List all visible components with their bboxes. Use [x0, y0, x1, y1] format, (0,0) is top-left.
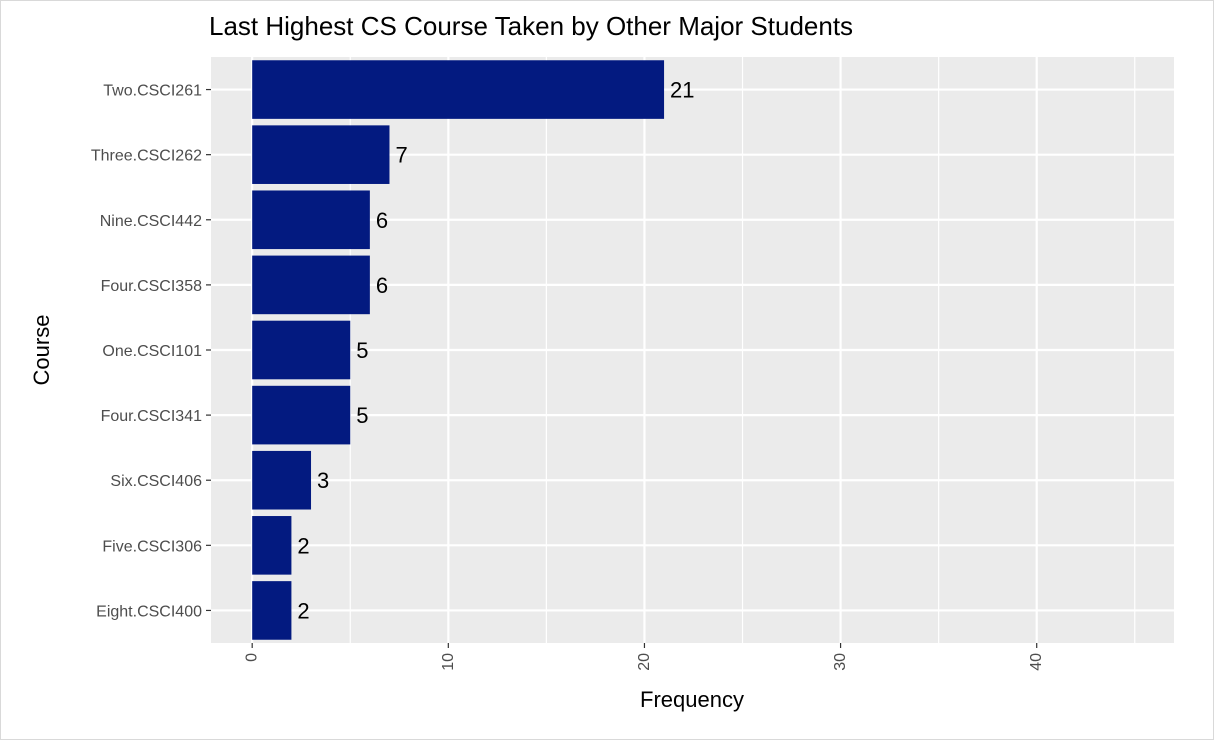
y-tick-label-Four.CSCI358: Four.CSCI358: [101, 278, 202, 295]
bars: [252, 60, 665, 640]
data-label-Six.CSCI406: 3: [317, 468, 329, 493]
y-tick-label-Nine.CSCI442: Nine.CSCI442: [100, 213, 202, 230]
y-tick-label-Six.CSCI406: Six.CSCI406: [110, 473, 202, 490]
bar-Three.CSCI262: [252, 125, 390, 184]
bar-Nine.CSCI442: [252, 190, 370, 250]
y-tick-label-Four.CSCI341: Four.CSCI341: [101, 408, 202, 425]
x-tick-label-30: 30: [832, 653, 849, 671]
data-label-Four.CSCI341: 5: [356, 403, 368, 428]
data-label-Two.CSCI261: 21: [670, 78, 694, 103]
bar-Five.CSCI306: [252, 516, 292, 575]
data-labels: 21 7 6 6 5 5 3 2 2: [297, 78, 694, 624]
y-tick-label-Five.CSCI306: Five.CSCI306: [102, 538, 202, 555]
x-axis-title: Frequency: [640, 687, 744, 712]
data-label-One.CSCI101: 5: [356, 338, 368, 363]
bar-Eight.CSCI400: [252, 581, 292, 640]
x-tick-label-20: 20: [636, 653, 653, 671]
x-axis-ticks: 0 10 20 30 40: [244, 643, 1045, 671]
chart-title: Last Highest CS Course Taken by Other Ma…: [209, 11, 854, 41]
data-label-Nine.CSCI442: 6: [376, 208, 388, 233]
y-axis-title: Course: [29, 315, 54, 386]
bar-Two.CSCI261: [252, 60, 665, 119]
y-tick-label-Three.CSCI262: Three.CSCI262: [91, 148, 202, 165]
bar-Four.CSCI341: [252, 385, 351, 445]
x-tick-label-40: 40: [1028, 653, 1045, 671]
y-tick-label-Eight.CSCI400: Eight.CSCI400: [96, 603, 202, 620]
y-tick-label-One.CSCI101: One.CSCI101: [102, 343, 202, 360]
y-axis-ticks: Two.CSCI261 Three.CSCI262 Nine.CSCI442 Four…: [91, 83, 211, 620]
bar-Six.CSCI406: [252, 450, 312, 510]
data-label-Eight.CSCI400: 2: [297, 598, 309, 623]
x-tick-label-10: 10: [440, 653, 457, 671]
data-label-Five.CSCI306: 2: [297, 533, 309, 558]
data-label-Four.CSCI358: 6: [376, 273, 388, 298]
x-tick-label-0: 0: [244, 653, 261, 662]
bar-Four.CSCI358: [252, 255, 370, 315]
data-label-Three.CSCI262: 7: [395, 143, 407, 168]
bar-One.CSCI101: [252, 320, 351, 380]
y-tick-label-Two.CSCI261: Two.CSCI261: [103, 83, 202, 100]
